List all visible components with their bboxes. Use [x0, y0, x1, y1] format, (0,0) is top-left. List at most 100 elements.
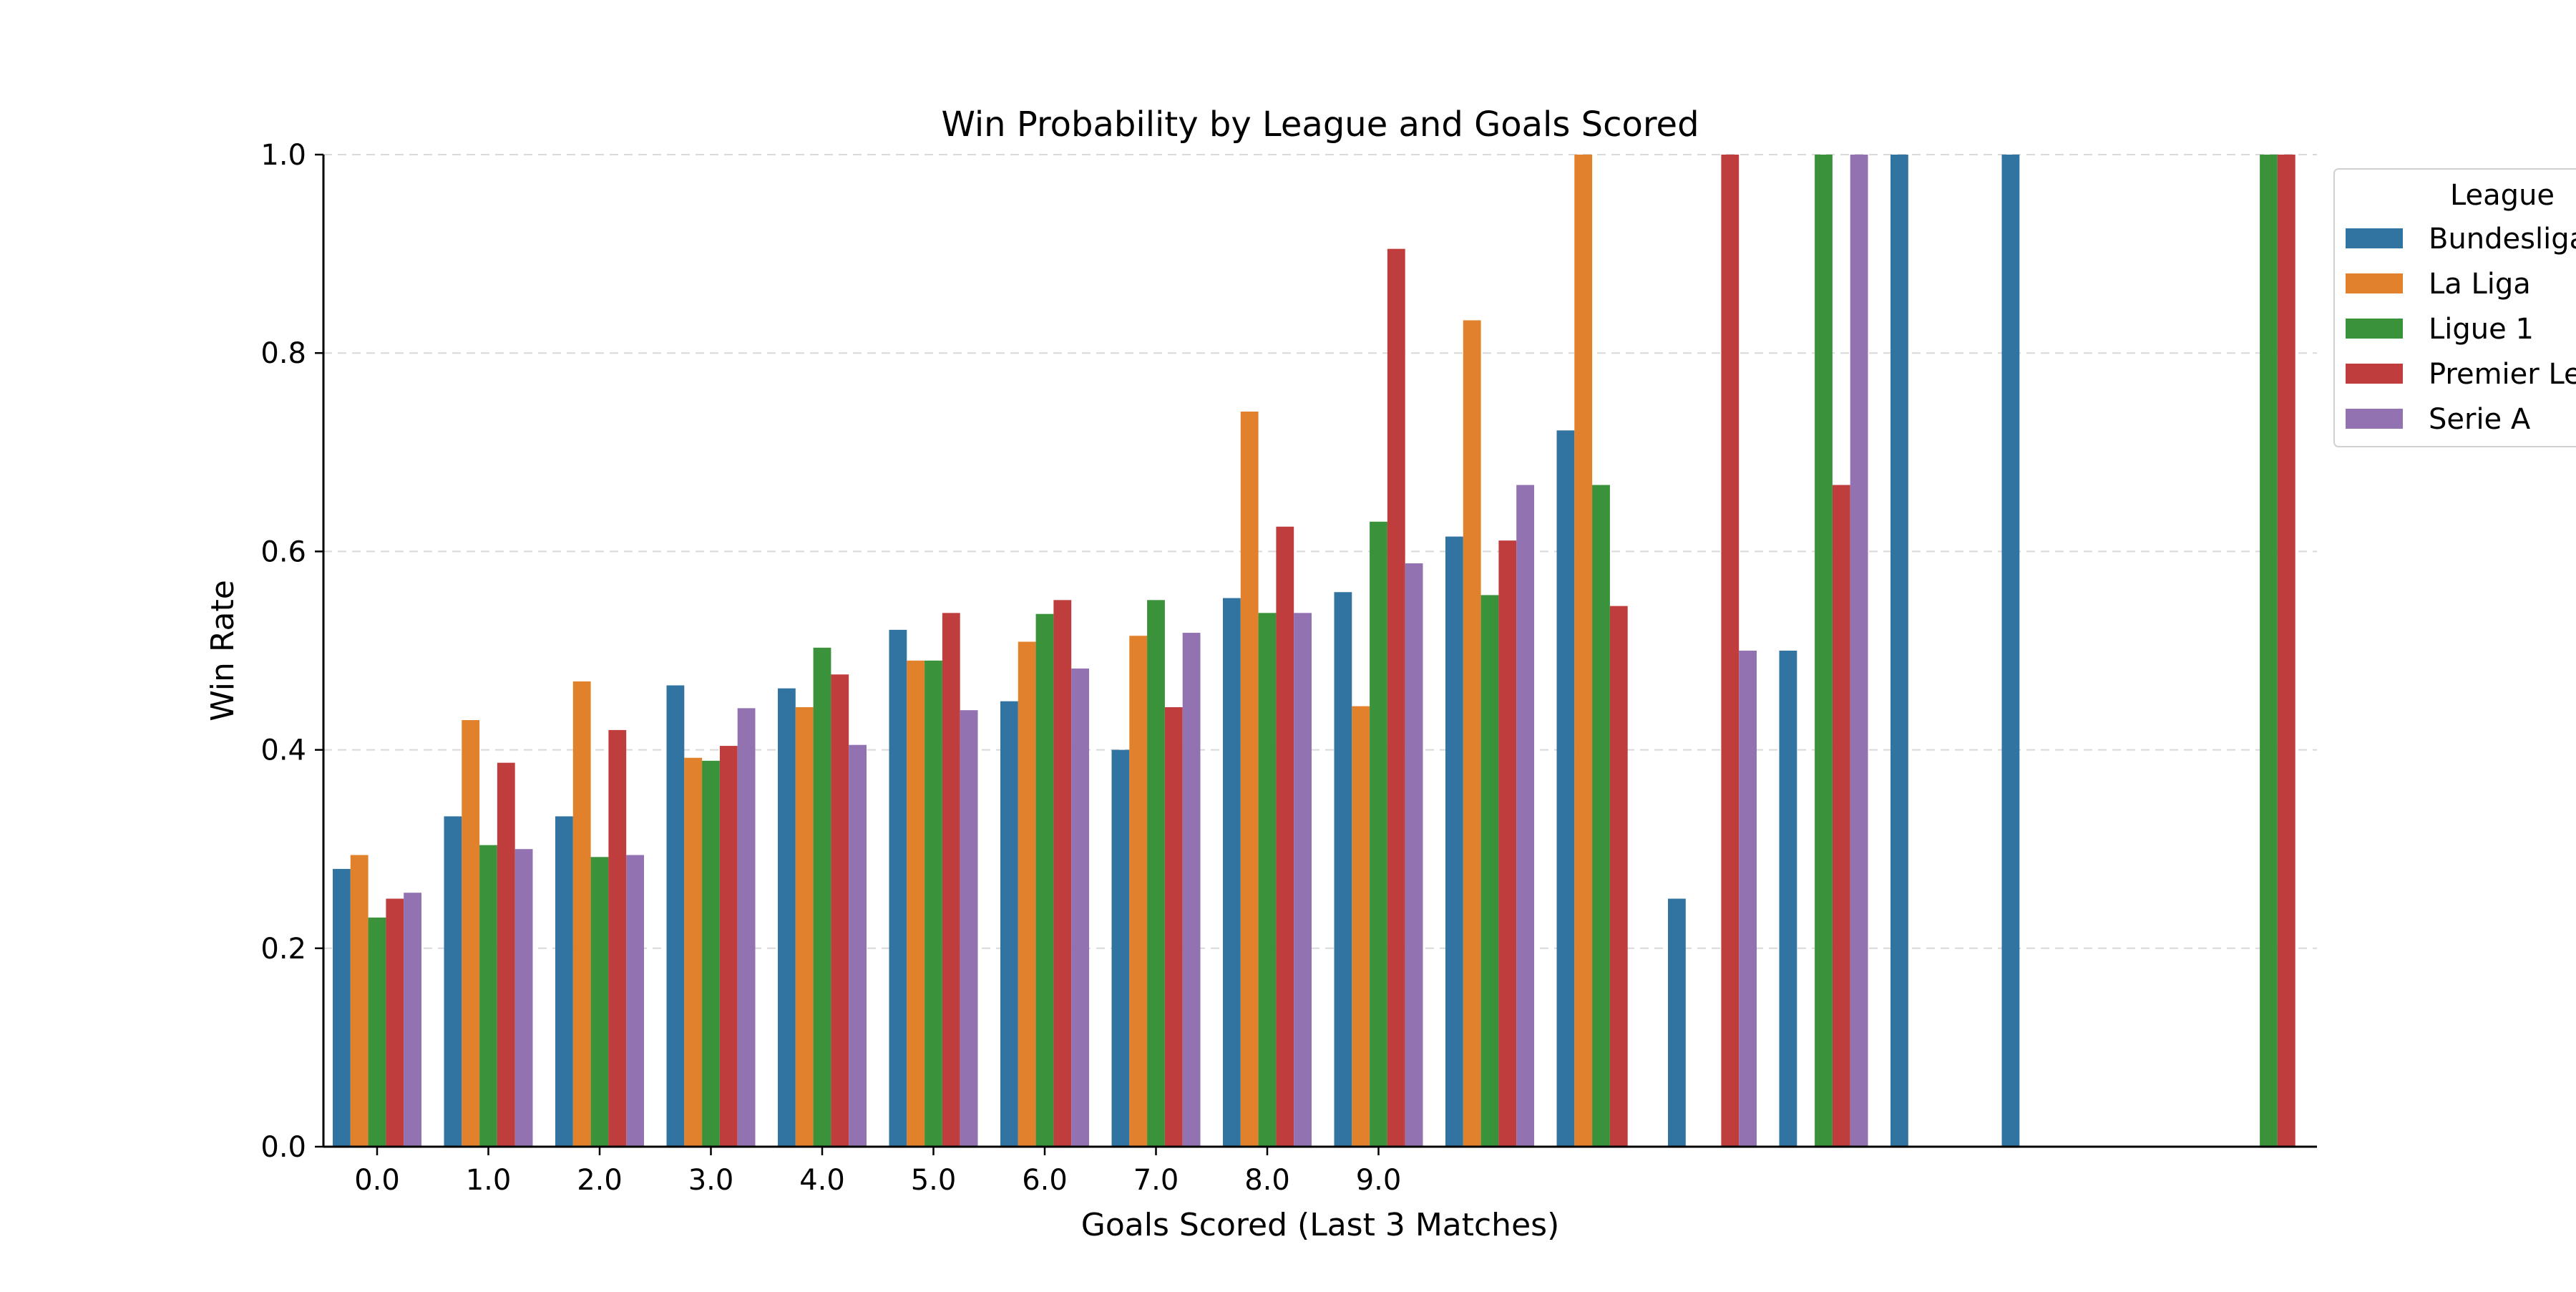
bar — [1609, 606, 1628, 1147]
bar — [737, 708, 756, 1147]
bar — [849, 744, 867, 1147]
bar — [1815, 155, 1833, 1147]
legend-label: Bundesliga — [2429, 223, 2576, 256]
bar — [1405, 563, 1423, 1147]
bar — [444, 816, 462, 1147]
bar — [1498, 540, 1517, 1147]
legend: League Bundesliga La Liga Ligue 1 Premier L… — [2333, 168, 2576, 447]
bar — [1370, 521, 1387, 1147]
bar — [1779, 651, 1797, 1147]
bar — [942, 613, 960, 1147]
bar — [462, 720, 480, 1147]
bar — [684, 757, 703, 1147]
bar — [1053, 600, 1072, 1147]
bar — [1445, 536, 1463, 1147]
bar — [1334, 592, 1352, 1147]
bar — [626, 855, 644, 1147]
bar — [1668, 898, 1686, 1147]
bar — [555, 816, 573, 1147]
y-tick-label: 0.4 — [260, 734, 306, 767]
y-tick-label: 0.0 — [260, 1131, 306, 1164]
bar — [1258, 613, 1277, 1147]
bar — [831, 674, 849, 1147]
bar — [497, 762, 515, 1147]
bar — [1223, 598, 1241, 1147]
bar — [666, 685, 685, 1147]
chart-title: Win Probability by League and Goals Scor… — [941, 105, 1699, 145]
bar — [795, 707, 814, 1147]
x-tick-label: 1.0 — [466, 1164, 512, 1197]
bar — [1071, 668, 1089, 1147]
legend-title: League — [2450, 179, 2555, 212]
axes — [322, 155, 2317, 1148]
bar — [1352, 706, 1370, 1147]
bar — [1000, 701, 1018, 1147]
bar — [1294, 613, 1312, 1147]
bar — [368, 917, 386, 1147]
bar — [2260, 155, 2278, 1147]
legend-swatch — [2346, 409, 2403, 429]
y-tick-label: 1.0 — [260, 139, 306, 172]
x-tick-label: 5.0 — [911, 1164, 957, 1197]
bar — [907, 660, 925, 1147]
bar — [1182, 633, 1201, 1147]
bar — [1516, 485, 1534, 1147]
x-tick-label: 7.0 — [1133, 1164, 1179, 1197]
legend-items: Bundesliga La Liga Ligue 1 Premier League Se… — [2346, 223, 2576, 436]
bar — [924, 660, 942, 1147]
legend-label: Ligue 1 — [2429, 313, 2534, 346]
x-axis-label: Goals Scored (Last 3 Matches) — [1081, 1207, 1559, 1243]
bar — [719, 746, 738, 1147]
bar — [1387, 248, 1405, 1147]
bar — [1111, 749, 1130, 1147]
bar — [1276, 526, 1294, 1147]
bar — [2277, 155, 2296, 1147]
bars — [333, 155, 2296, 1147]
bar — [702, 760, 720, 1147]
bar — [1592, 485, 1610, 1147]
y-axis-label: Win Rate — [205, 580, 241, 722]
bar — [350, 855, 369, 1147]
bar — [479, 845, 497, 1147]
bar — [1018, 641, 1036, 1147]
x-tick-label: 2.0 — [577, 1164, 623, 1197]
bar — [333, 868, 351, 1147]
x-tick-label: 6.0 — [1022, 1164, 1068, 1197]
bar — [1574, 155, 1593, 1147]
bar — [572, 681, 591, 1147]
legend-label: Premier League — [2429, 358, 2576, 391]
x-tick-label: 4.0 — [799, 1164, 845, 1197]
bar — [778, 688, 796, 1147]
bar — [1240, 411, 1259, 1147]
legend-swatch — [2346, 273, 2403, 293]
bar — [1832, 485, 1850, 1147]
bar — [1739, 651, 1757, 1147]
bar — [2001, 155, 2020, 1147]
y-tick-label: 0.8 — [260, 337, 306, 370]
x-tick-label: 3.0 — [688, 1164, 734, 1197]
bar — [608, 729, 627, 1147]
legend-label: La Liga — [2429, 268, 2531, 301]
ticks: 0.0 0.2 0.4 0.6 0.8 1.0 0.0 1.0 2.0 3.0 4.0 5.0 6.0 7… — [260, 139, 1401, 1197]
bar — [1721, 155, 1740, 1147]
bar — [514, 849, 533, 1147]
bar — [1556, 430, 1575, 1147]
x-tick-label: 0.0 — [354, 1164, 400, 1197]
bar — [1463, 320, 1481, 1147]
bar — [1850, 155, 1868, 1147]
bar — [813, 647, 831, 1147]
bar — [1480, 595, 1499, 1147]
bar — [960, 710, 978, 1147]
x-tick-label: 8.0 — [1244, 1164, 1290, 1197]
legend-label: Serie A — [2429, 403, 2531, 436]
y-tick-label: 0.2 — [260, 933, 306, 966]
bar — [590, 857, 609, 1147]
bar — [404, 893, 421, 1147]
legend-swatch — [2346, 319, 2403, 339]
bar — [1164, 707, 1183, 1147]
bar — [1147, 600, 1165, 1147]
bar — [1890, 155, 1908, 1147]
legend-swatch — [2346, 228, 2403, 248]
